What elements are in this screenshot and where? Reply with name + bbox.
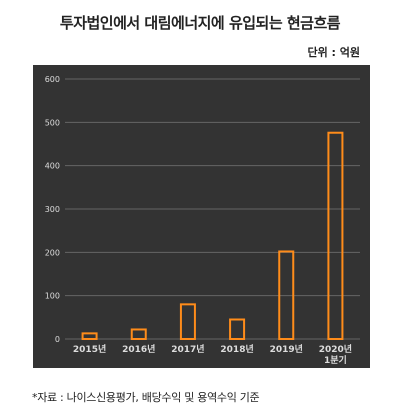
plot-area: 0 100 200 300 400 500 600 2015년 2016년 2017년 2018년 2… [33,65,370,368]
y-tick-label: 300 [45,205,60,214]
bar [278,250,295,340]
bar [81,332,98,341]
bar [179,303,196,340]
source-note: *자료 : 나이스신용평가, 배당수익 및 용역수익 기준 [32,391,260,404]
x-tick-label: 2019년 [270,343,303,355]
x-tick-label: 2015년 [73,343,106,355]
bar-chart: 0 100 200 300 400 500 600 2015년 2016년 2017년 2018년 2… [45,75,360,366]
x-tick-label: 2017년 [171,343,204,355]
y-tick-label: 400 [45,162,60,171]
chart-title: 투자법인에서 대림에너지에 유입되는 현금흐름 [59,14,341,32]
x-tick-label: 2020년 1분기 [319,343,352,366]
y-tick-label: 600 [45,75,60,84]
bar [229,318,246,340]
unit-label: 단위 : 억원 [307,46,360,59]
x-tick-label: 2018년 [220,343,253,355]
y-tick-label: 200 [45,248,60,257]
y-tick-label: 500 [45,118,60,127]
bar [327,131,344,340]
x-tick-label: 2016년 [122,343,155,355]
y-tick-label: 100 [45,292,60,301]
y-tick-label: 0 [55,335,60,344]
bar [130,328,147,341]
